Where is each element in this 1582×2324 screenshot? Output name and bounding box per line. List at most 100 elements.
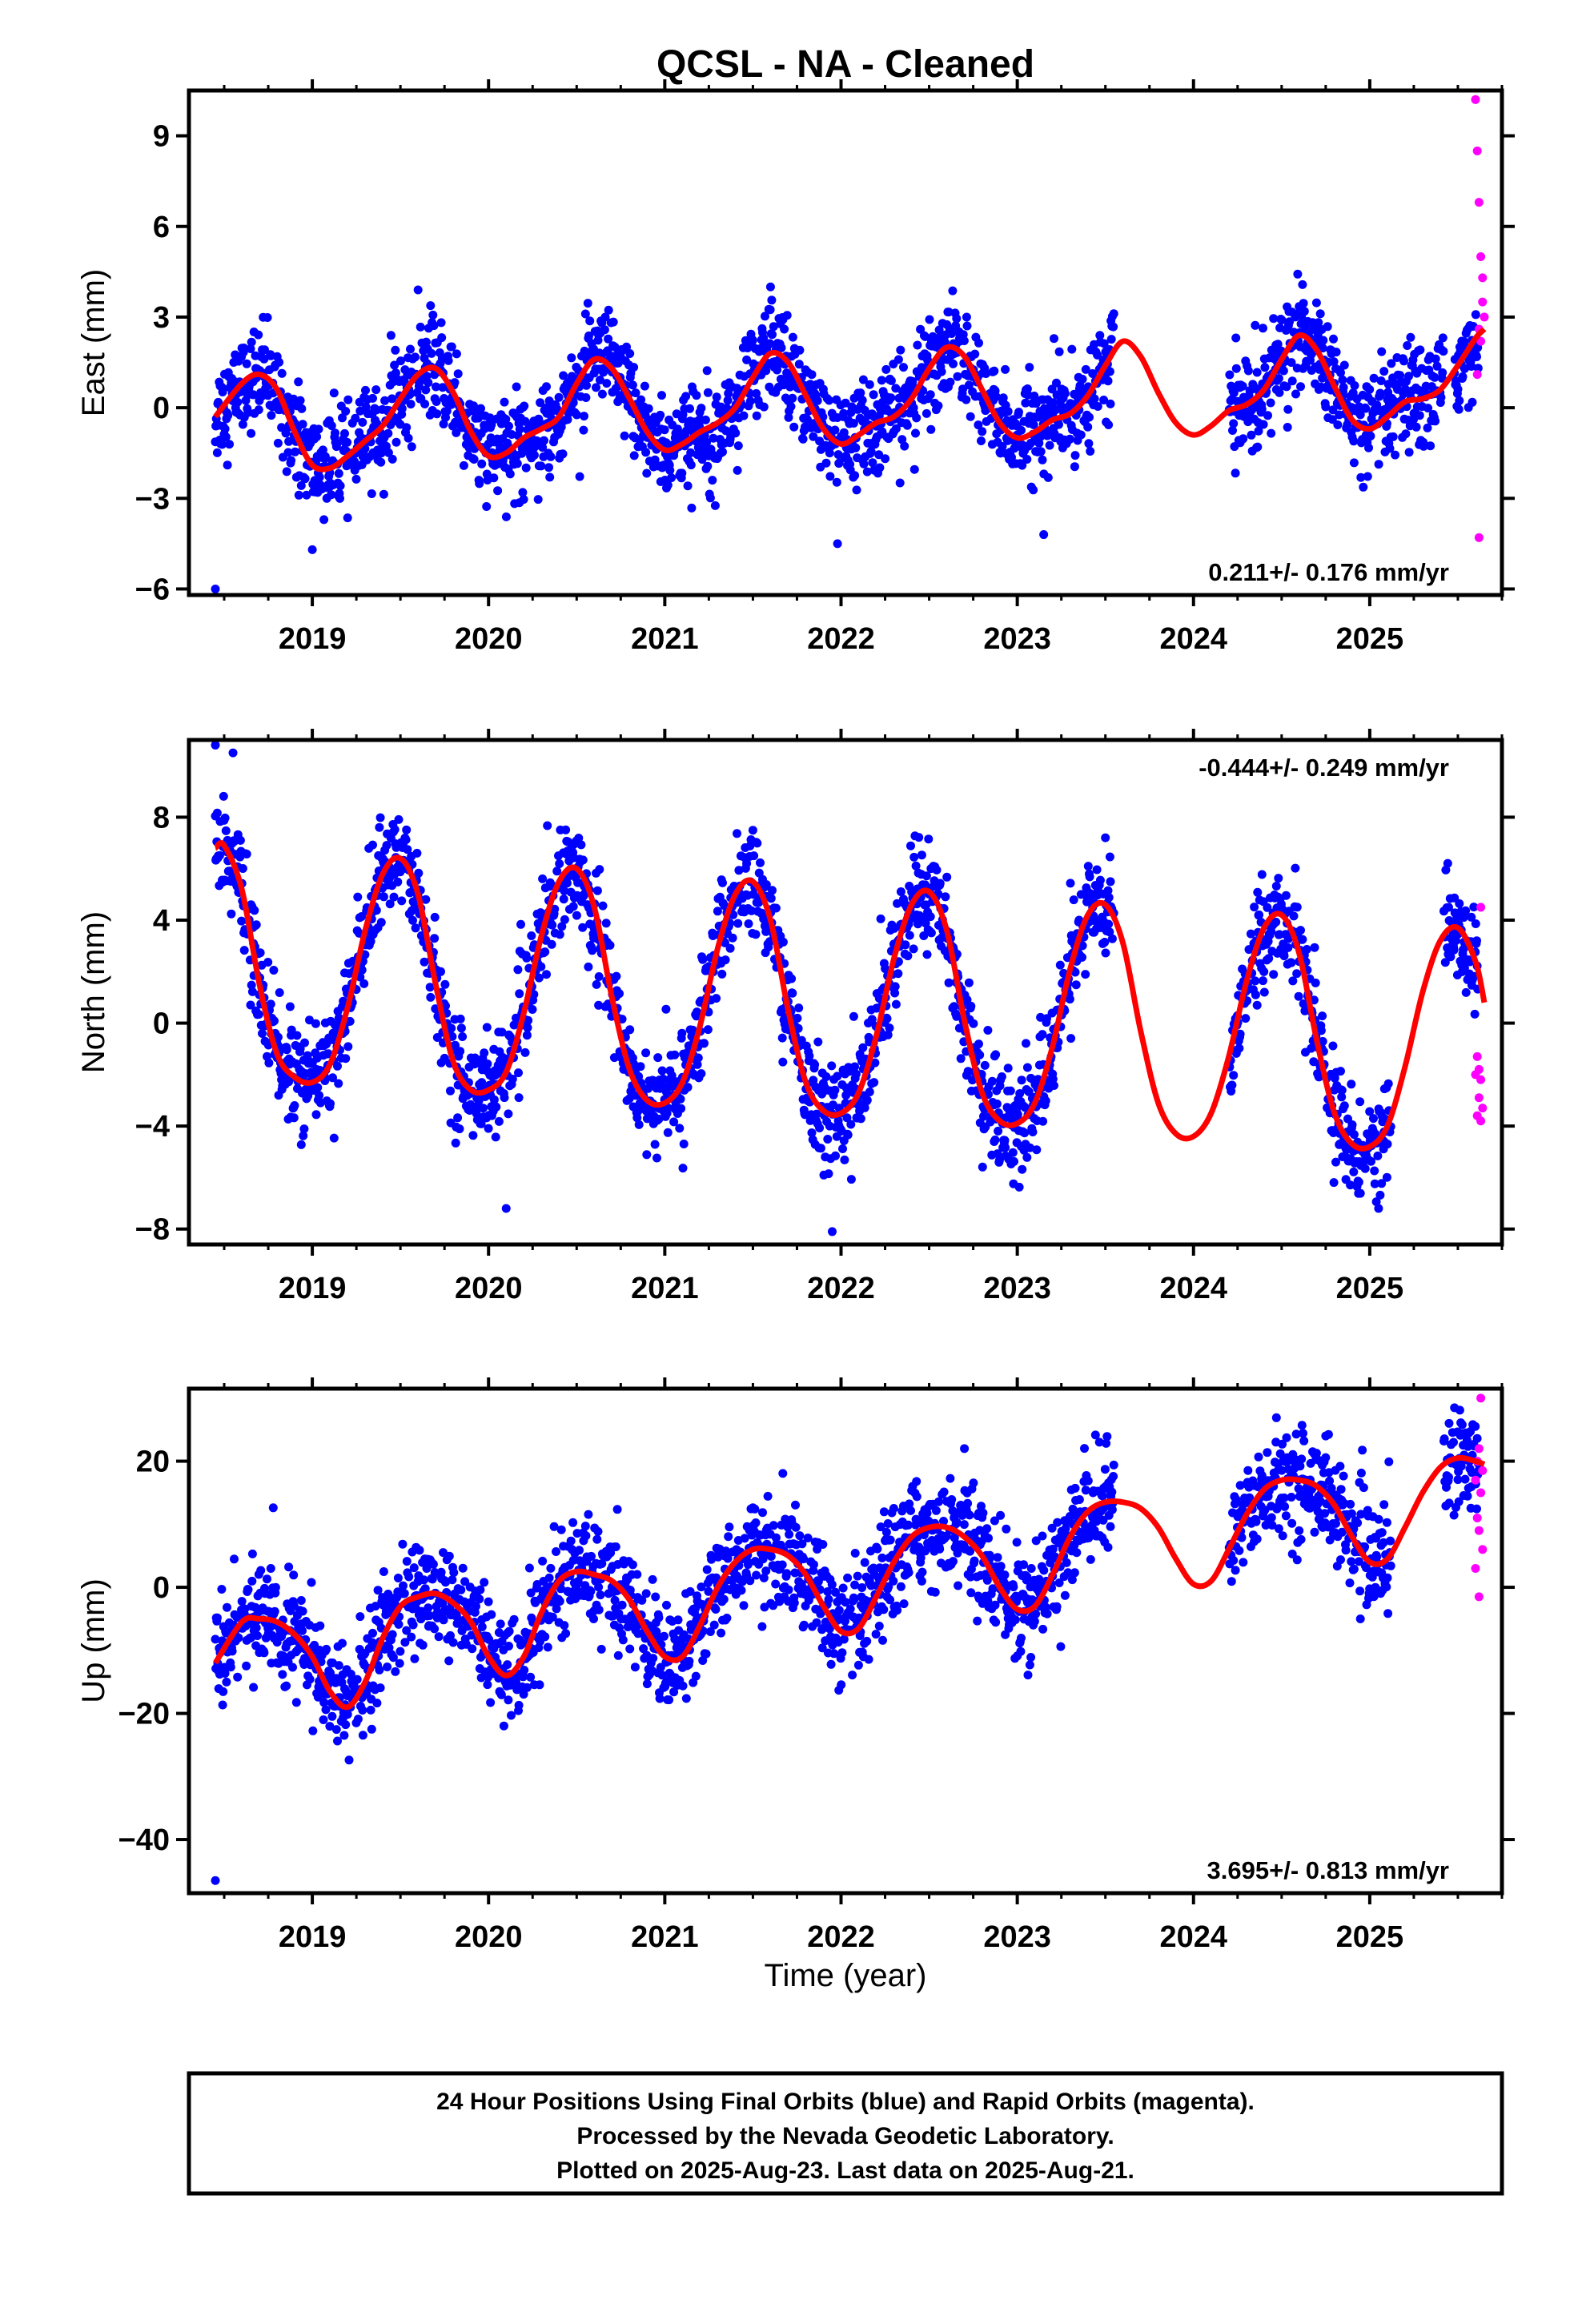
- final-orbit-point: [698, 955, 708, 964]
- final-orbit-point: [1472, 936, 1481, 946]
- final-orbit-point: [1373, 1151, 1383, 1160]
- final-orbit-point: [469, 455, 479, 464]
- final-orbit-point: [1103, 376, 1113, 386]
- final-orbit-point: [249, 390, 259, 400]
- final-orbit-point: [226, 1663, 235, 1672]
- final-orbit-point: [1288, 976, 1298, 986]
- final-orbit-point: [287, 1025, 296, 1035]
- final-orbit-point: [288, 1663, 297, 1672]
- final-orbit-point: [396, 1647, 405, 1656]
- final-orbit-point: [882, 1014, 892, 1023]
- final-orbit-point: [795, 345, 805, 355]
- y-tick-label: −3: [135, 482, 170, 516]
- final-orbit-point: [733, 441, 743, 451]
- final-orbit-point: [924, 834, 934, 844]
- final-orbit-point: [1043, 472, 1053, 482]
- final-orbit-point: [421, 895, 431, 904]
- final-orbit-point: [1066, 1034, 1076, 1043]
- final-orbit-point: [383, 428, 393, 438]
- final-orbit-point: [253, 1631, 262, 1640]
- final-orbit-point: [292, 1031, 302, 1040]
- final-orbit-point: [768, 886, 777, 895]
- final-orbit-point: [215, 850, 224, 860]
- final-orbit-point: [343, 513, 352, 523]
- final-orbit-point: [1376, 389, 1385, 399]
- final-orbit-point: [667, 473, 677, 483]
- final-orbit-point: [394, 814, 404, 824]
- final-orbit-point: [328, 1073, 337, 1083]
- final-orbit-point: [602, 379, 612, 388]
- final-orbit-point: [653, 1053, 663, 1063]
- final-orbit-point: [1279, 951, 1289, 961]
- final-orbit-point: [402, 1626, 412, 1635]
- final-orbit-point: [556, 1584, 565, 1594]
- final-orbit-point: [919, 931, 929, 940]
- final-orbit-point: [780, 324, 789, 334]
- final-orbit-point: [234, 1633, 243, 1642]
- final-orbit-point: [335, 493, 344, 503]
- velocity-rate-label: 0.211+/- 0.176 mm/yr: [1208, 558, 1449, 586]
- final-orbit-point: [1406, 332, 1415, 342]
- final-orbit-point: [211, 584, 220, 593]
- final-orbit-point: [899, 363, 908, 372]
- final-orbit-point: [1000, 1136, 1010, 1145]
- final-orbit-point: [1439, 347, 1448, 356]
- final-orbit-point: [686, 448, 696, 457]
- final-orbit-point: [1066, 879, 1075, 888]
- final-orbit-point: [438, 1598, 448, 1608]
- final-orbit-point: [875, 463, 885, 472]
- chart-title: QCSL - NA - Cleaned: [656, 43, 1034, 86]
- rapid-orbit-point: [1480, 312, 1489, 322]
- final-orbit-point: [597, 389, 607, 399]
- final-orbit-point: [718, 878, 727, 887]
- final-orbit-point: [1336, 368, 1345, 377]
- final-orbit-point: [787, 974, 797, 983]
- final-orbit-point: [897, 435, 907, 444]
- final-orbit-point: [368, 393, 377, 403]
- final-orbit-point: [319, 515, 329, 525]
- final-orbit-point: [1045, 440, 1054, 450]
- final-orbit-point: [367, 1724, 376, 1734]
- final-orbit-point: [1253, 887, 1263, 897]
- final-orbit-point: [742, 355, 752, 364]
- final-orbit-point: [874, 450, 884, 460]
- final-orbit-point: [601, 919, 611, 928]
- final-orbit-point: [515, 424, 524, 434]
- final-orbit-point: [432, 409, 442, 419]
- final-orbit-point: [642, 1150, 652, 1160]
- final-orbit-point: [477, 1622, 487, 1631]
- final-orbit-point: [983, 1026, 993, 1035]
- final-orbit-point: [1383, 1140, 1392, 1149]
- final-orbit-point: [998, 393, 1008, 403]
- final-orbit-point: [1283, 943, 1293, 952]
- final-orbit-point: [282, 1681, 291, 1691]
- final-orbit-point: [1099, 396, 1109, 404]
- final-orbit-point: [472, 1602, 480, 1611]
- final-orbit-point: [535, 1680, 544, 1690]
- final-orbit-point: [1355, 1188, 1365, 1198]
- final-orbit-point: [307, 545, 317, 554]
- final-orbit-point: [406, 344, 415, 354]
- final-orbit-point: [1228, 426, 1237, 435]
- final-orbit-point: [582, 380, 591, 390]
- final-orbit-point: [267, 411, 276, 420]
- final-orbit-point: [1106, 335, 1116, 344]
- final-orbit-point: [1316, 1026, 1326, 1035]
- final-orbit-point: [1273, 340, 1283, 349]
- final-orbit-point: [242, 850, 251, 858]
- final-orbit-point: [629, 1059, 639, 1069]
- final-orbit-point: [485, 413, 495, 423]
- final-orbit-point: [296, 1140, 306, 1149]
- final-orbit-point: [585, 316, 595, 326]
- final-orbit-point: [1251, 320, 1260, 330]
- final-orbit-point: [1015, 1089, 1025, 1098]
- final-orbit-point: [404, 433, 413, 443]
- final-orbit-point: [1238, 381, 1247, 391]
- final-orbit-point: [1323, 322, 1332, 332]
- final-orbit-point: [709, 433, 718, 443]
- final-orbit-point: [1287, 376, 1297, 386]
- final-orbit-point: [769, 322, 778, 332]
- final-orbit-point: [749, 890, 758, 899]
- final-orbit-point: [566, 1536, 576, 1546]
